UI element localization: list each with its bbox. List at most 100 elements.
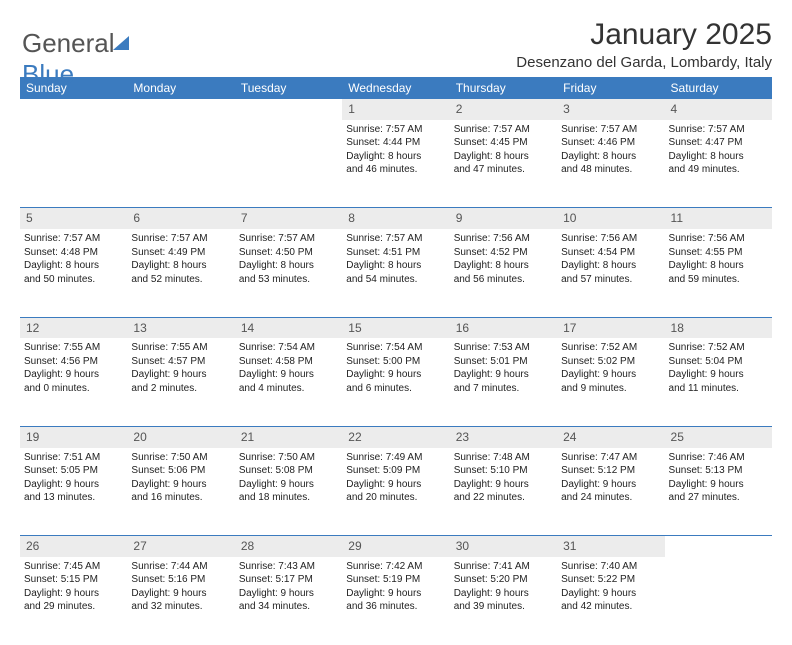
sunrise-line: Sunrise: 7:57 AM — [454, 123, 553, 137]
day-cell: Sunrise: 7:57 AMSunset: 4:48 PMDaylight:… — [20, 229, 127, 317]
sunset-line: Sunset: 5:13 PM — [669, 464, 768, 478]
sunset-line: Sunset: 4:58 PM — [239, 355, 338, 369]
day-number: 21 — [235, 426, 342, 447]
sunrise-line: Sunrise: 7:56 AM — [561, 232, 660, 246]
day-cell: Sunrise: 7:57 AMSunset: 4:50 PMDaylight:… — [235, 229, 342, 317]
day-number: 19 — [20, 426, 127, 447]
daylight-line2: and 47 minutes. — [454, 163, 553, 177]
day-number: 30 — [450, 536, 557, 557]
day-cell: Sunrise: 7:47 AMSunset: 5:12 PMDaylight:… — [557, 448, 664, 536]
daylight-line2: and 7 minutes. — [454, 382, 553, 396]
day-cell — [665, 557, 772, 645]
daylight-line1: Daylight: 9 hours — [669, 368, 768, 382]
day-cell: Sunrise: 7:45 AMSunset: 5:15 PMDaylight:… — [20, 557, 127, 645]
daylight-line1: Daylight: 9 hours — [24, 478, 123, 492]
day-cell: Sunrise: 7:57 AMSunset: 4:49 PMDaylight:… — [127, 229, 234, 317]
day-header: Tuesday — [235, 77, 342, 99]
day-cell — [235, 120, 342, 208]
daylight-line1: Daylight: 8 hours — [346, 150, 445, 164]
sunrise-line: Sunrise: 7:41 AM — [454, 560, 553, 574]
daylight-line2: and 4 minutes. — [239, 382, 338, 396]
daylight-line1: Daylight: 8 hours — [454, 150, 553, 164]
daylight-line1: Daylight: 9 hours — [561, 368, 660, 382]
daylight-line2: and 49 minutes. — [669, 163, 768, 177]
day-content-row: Sunrise: 7:57 AMSunset: 4:44 PMDaylight:… — [20, 120, 772, 208]
day-number: 23 — [450, 426, 557, 447]
day-number: 16 — [450, 317, 557, 338]
day-cell: Sunrise: 7:50 AMSunset: 5:08 PMDaylight:… — [235, 448, 342, 536]
page-subtitle: Desenzano del Garda, Lombardy, Italy — [20, 54, 772, 71]
daylight-line1: Daylight: 9 hours — [346, 587, 445, 601]
day-number: 15 — [342, 317, 449, 338]
daylight-line1: Daylight: 8 hours — [24, 259, 123, 273]
sunset-line: Sunset: 4:51 PM — [346, 246, 445, 260]
day-cell: Sunrise: 7:48 AMSunset: 5:10 PMDaylight:… — [450, 448, 557, 536]
sunset-line: Sunset: 5:15 PM — [24, 573, 123, 587]
sunrise-line: Sunrise: 7:45 AM — [24, 560, 123, 574]
sunset-line: Sunset: 4:49 PM — [131, 246, 230, 260]
daylight-line1: Daylight: 8 hours — [131, 259, 230, 273]
day-number: 9 — [450, 208, 557, 229]
day-cell: Sunrise: 7:55 AMSunset: 4:56 PMDaylight:… — [20, 338, 127, 426]
sunrise-line: Sunrise: 7:52 AM — [669, 341, 768, 355]
sunrise-line: Sunrise: 7:43 AM — [239, 560, 338, 574]
day-cell: Sunrise: 7:40 AMSunset: 5:22 PMDaylight:… — [557, 557, 664, 645]
daylight-line2: and 11 minutes. — [669, 382, 768, 396]
day-cell: Sunrise: 7:52 AMSunset: 5:02 PMDaylight:… — [557, 338, 664, 426]
day-number-row: 567891011 — [20, 208, 772, 229]
sunrise-line: Sunrise: 7:57 AM — [346, 232, 445, 246]
sunset-line: Sunset: 5:17 PM — [239, 573, 338, 587]
day-number: 24 — [557, 426, 664, 447]
sunrise-line: Sunrise: 7:57 AM — [669, 123, 768, 137]
daylight-line1: Daylight: 9 hours — [24, 587, 123, 601]
calendar-table: Sunday Monday Tuesday Wednesday Thursday… — [20, 77, 772, 645]
day-content-row: Sunrise: 7:51 AMSunset: 5:05 PMDaylight:… — [20, 448, 772, 536]
sunset-line: Sunset: 4:47 PM — [669, 136, 768, 150]
sunrise-line: Sunrise: 7:50 AM — [131, 451, 230, 465]
sunrise-line: Sunrise: 7:46 AM — [669, 451, 768, 465]
daylight-line2: and 13 minutes. — [24, 491, 123, 505]
day-cell: Sunrise: 7:57 AMSunset: 4:47 PMDaylight:… — [665, 120, 772, 208]
sunrise-line: Sunrise: 7:40 AM — [561, 560, 660, 574]
logo-part2: Blue — [22, 59, 74, 89]
day-number: 17 — [557, 317, 664, 338]
day-number — [127, 99, 234, 120]
day-number: 6 — [127, 208, 234, 229]
sunrise-line: Sunrise: 7:49 AM — [346, 451, 445, 465]
sunset-line: Sunset: 4:54 PM — [561, 246, 660, 260]
sunrise-line: Sunrise: 7:57 AM — [24, 232, 123, 246]
daylight-line1: Daylight: 9 hours — [131, 587, 230, 601]
day-number-row: 12131415161718 — [20, 317, 772, 338]
day-cell: Sunrise: 7:46 AMSunset: 5:13 PMDaylight:… — [665, 448, 772, 536]
daylight-line2: and 22 minutes. — [454, 491, 553, 505]
day-cell: Sunrise: 7:50 AMSunset: 5:06 PMDaylight:… — [127, 448, 234, 536]
sunset-line: Sunset: 5:10 PM — [454, 464, 553, 478]
daylight-line1: Daylight: 9 hours — [454, 587, 553, 601]
sunrise-line: Sunrise: 7:57 AM — [561, 123, 660, 137]
day-number: 29 — [342, 536, 449, 557]
sunset-line: Sunset: 5:19 PM — [346, 573, 445, 587]
day-cell: Sunrise: 7:54 AMSunset: 5:00 PMDaylight:… — [342, 338, 449, 426]
daylight-line1: Daylight: 9 hours — [239, 478, 338, 492]
day-cell: Sunrise: 7:51 AMSunset: 5:05 PMDaylight:… — [20, 448, 127, 536]
sunset-line: Sunset: 4:55 PM — [669, 246, 768, 260]
daylight-line1: Daylight: 9 hours — [346, 368, 445, 382]
sunrise-line: Sunrise: 7:42 AM — [346, 560, 445, 574]
daylight-line2: and 54 minutes. — [346, 273, 445, 287]
day-number-row: 19202122232425 — [20, 426, 772, 447]
day-number: 12 — [20, 317, 127, 338]
day-header: Thursday — [450, 77, 557, 99]
day-cell: Sunrise: 7:52 AMSunset: 5:04 PMDaylight:… — [665, 338, 772, 426]
day-number: 4 — [665, 99, 772, 120]
day-number-row: 1234 — [20, 99, 772, 120]
sunset-line: Sunset: 5:06 PM — [131, 464, 230, 478]
sunset-line: Sunset: 4:56 PM — [24, 355, 123, 369]
sunset-line: Sunset: 5:09 PM — [346, 464, 445, 478]
sunset-line: Sunset: 5:20 PM — [454, 573, 553, 587]
day-cell: Sunrise: 7:57 AMSunset: 4:46 PMDaylight:… — [557, 120, 664, 208]
day-cell: Sunrise: 7:57 AMSunset: 4:45 PMDaylight:… — [450, 120, 557, 208]
day-number: 10 — [557, 208, 664, 229]
daylight-line2: and 20 minutes. — [346, 491, 445, 505]
daylight-line2: and 59 minutes. — [669, 273, 768, 287]
sunset-line: Sunset: 4:50 PM — [239, 246, 338, 260]
